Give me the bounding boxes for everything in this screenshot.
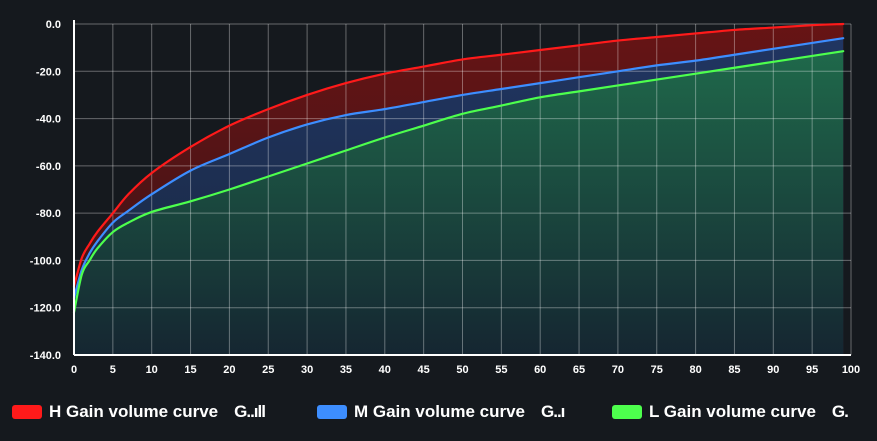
- legend-item-h[interactable]: H Gain volume curve G..ıll: [12, 402, 266, 422]
- legend-item-l[interactable]: L Gain volume curve G.: [612, 402, 849, 422]
- signal-bars-icon-h: G..ıll: [234, 402, 266, 421]
- x-tick-label-65: 65: [573, 364, 585, 376]
- x-tick-label-15: 15: [184, 364, 196, 376]
- y-tick-label--20.0: -20.0: [36, 66, 61, 78]
- y-tick-label--100.0: -100.0: [30, 255, 61, 267]
- signal-bars-icon-l: G.: [831, 402, 849, 421]
- x-tick-label-75: 75: [651, 364, 663, 376]
- x-tick-label-25: 25: [262, 364, 274, 376]
- x-tick-label-85: 85: [728, 364, 740, 376]
- x-tick-label-60: 60: [534, 364, 546, 376]
- line-h-gain: [72, 22, 845, 288]
- x-tick-label-50: 50: [456, 364, 468, 376]
- y-tick-label--80.0: -80.0: [36, 208, 61, 220]
- x-tick-label-95: 95: [806, 364, 818, 376]
- grid-lines: [74, 23, 852, 355]
- x-tick-label-35: 35: [340, 364, 352, 376]
- y-tick-label-0.0: 0.0: [46, 19, 61, 31]
- x-tick-label-40: 40: [379, 364, 391, 376]
- legend-swatch-m: [317, 405, 347, 419]
- x-tick-label-20: 20: [223, 364, 235, 376]
- x-tick-label-5: 5: [110, 364, 116, 376]
- chart-legend: H Gain volume curve G..ıll M Gain volume…: [0, 398, 877, 428]
- x-tick-label-80: 80: [689, 364, 701, 376]
- axes: [73, 20, 851, 356]
- x-tick-label-90: 90: [767, 364, 779, 376]
- y-tick-label--140.0: -140.0: [30, 350, 61, 362]
- x-tick-label-45: 45: [418, 364, 430, 376]
- line-l-gain: [72, 50, 845, 314]
- legend-label-h: H Gain volume curve: [49, 402, 219, 421]
- x-tick-label-0: 0: [71, 364, 77, 376]
- legend-swatch-h: [12, 405, 42, 419]
- legend-label-m: M Gain volume curve: [354, 402, 525, 421]
- y-tick-label--60.0: -60.0: [36, 161, 61, 173]
- x-tick-label-100: 100: [842, 364, 860, 376]
- x-tick-label-10: 10: [146, 364, 158, 376]
- x-tick-label-55: 55: [495, 364, 507, 376]
- x-tick-label-70: 70: [612, 364, 624, 376]
- series-lines: [72, 22, 845, 314]
- series-areas: [74, 24, 844, 355]
- tick-labels: 0 5 10 15 20 25 30 35 40 45 50 55 60 65 70 75 80 85 90 95 10…: [30, 19, 860, 376]
- legend-item-m[interactable]: M Gain volume curve G..ı: [317, 402, 565, 422]
- line-m-gain: [72, 37, 845, 300]
- x-tick-label-30: 30: [301, 364, 313, 376]
- legend-label-l: L Gain volume curve: [649, 402, 816, 421]
- signal-bars-icon-m: G..ı: [541, 402, 565, 421]
- area-l-gain: [74, 51, 844, 355]
- legend-swatch-l: [612, 405, 642, 419]
- y-tick-label--120.0: -120.0: [30, 303, 61, 315]
- y-tick-label--40.0: -40.0: [36, 114, 61, 126]
